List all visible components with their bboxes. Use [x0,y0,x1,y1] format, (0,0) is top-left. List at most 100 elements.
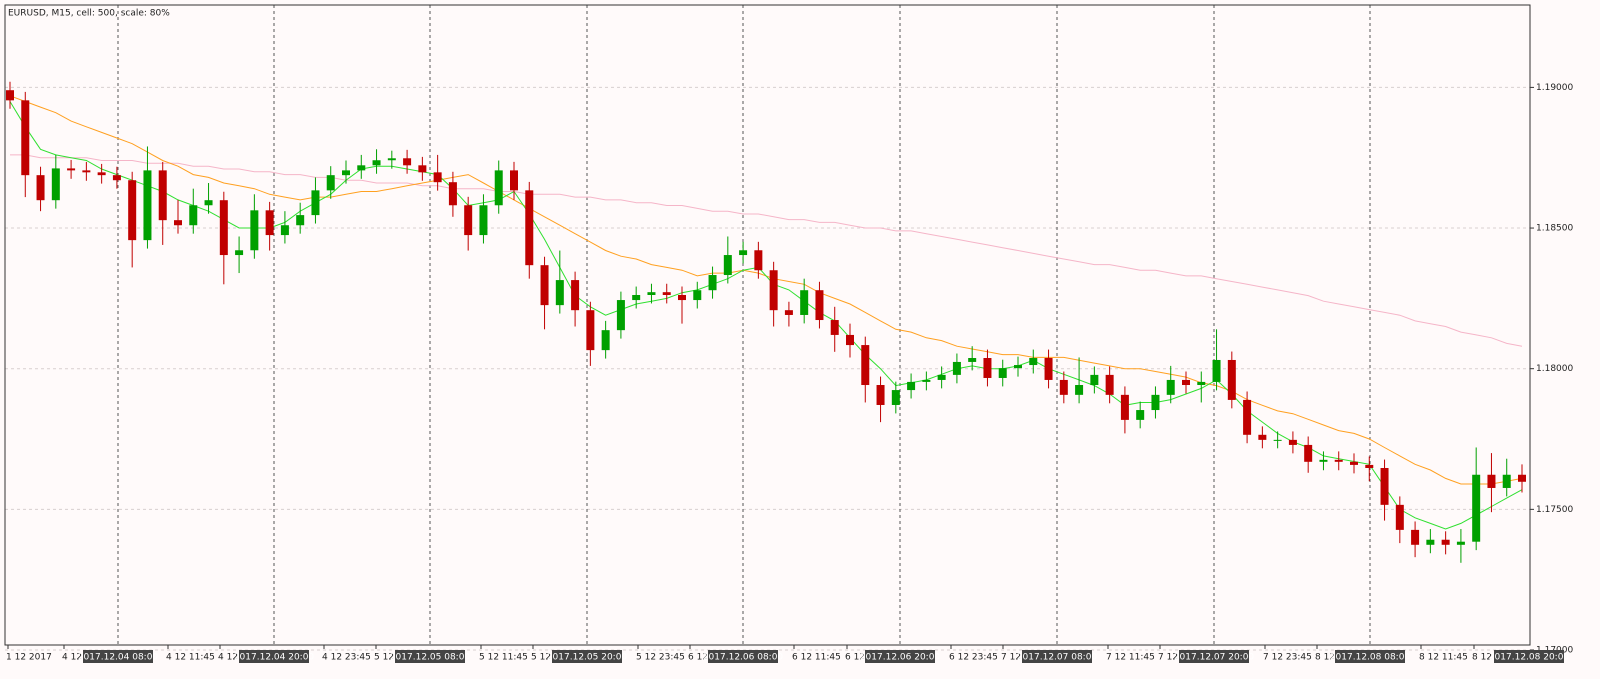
x-tick-label: 5 12 1 [531,653,560,663]
candle-body [968,358,977,362]
candle-body [21,100,30,176]
candle-body [540,265,549,306]
candle-body [1151,394,1160,411]
time-marker-label: 2017.12.04 08:00 [78,653,159,663]
candle-body [189,205,198,226]
candle-body [1227,359,1236,400]
candle-body [464,205,473,236]
candle-body [1166,379,1175,395]
candle-body [1487,474,1496,488]
candle-body [1273,439,1282,441]
candle-body [265,210,274,236]
candle-body [555,280,564,306]
candle-body [815,290,824,321]
candle-body [846,334,854,346]
candle-body [1426,539,1435,545]
candle-body [342,170,350,176]
x-tick-label: 4 12 11:45 [166,653,215,663]
candle-body [1197,381,1206,386]
candle-body [1456,541,1465,545]
candle-body [387,158,396,161]
candle-body [1288,439,1297,445]
candle-body [907,381,916,391]
candle-body [1212,359,1221,382]
time-marker-label: 2017.12.07 08:00 [1017,653,1098,663]
candle-body [1182,379,1190,386]
candle-body [601,330,610,351]
y-tick-label: 1.19000 [1536,83,1573,93]
x-tick-label: 6 12 0 [688,653,717,663]
time-marker-label: 2017.12.05 08:00 [390,653,471,663]
candle-body [861,345,870,386]
x-tick-label: 4 12 1 [218,653,247,663]
candle-body [433,172,442,183]
candle-body [6,90,14,101]
x-tick-label: 6 12 11:45 [792,653,841,663]
x-tick-label: 8 12 1 [1472,653,1501,663]
candle-body [632,294,641,301]
candle-body [112,175,121,181]
candle-body [1014,365,1022,369]
candle-body [1472,474,1481,542]
candle-body [525,190,534,266]
candle-body [51,168,60,201]
candle-body [647,292,656,295]
candle-body [922,379,931,382]
candle-body [998,368,1007,378]
x-tick-label: 5 12 23:45 [636,653,685,663]
candle-body [128,180,137,241]
candle-body [739,250,748,256]
candle-body [708,275,717,291]
candle-body [448,182,457,206]
x-tick-label: 4 12 0 [62,653,91,663]
x-tick-label: 1 12 2017 [6,653,52,663]
candle-body [97,172,106,176]
candle-body [678,294,686,301]
candle-body [494,170,503,206]
candle-body [1334,459,1343,462]
candle-body [830,320,839,335]
candle-body [204,200,213,206]
candle-body [571,280,580,311]
candle-body [1075,385,1084,395]
plot-area [6,81,1526,563]
candle-body [754,250,763,271]
chart-title: EURUSD, M15, cell: 500, scale: 80% [8,9,170,19]
candle-body [1105,374,1114,395]
candle-body [693,290,702,301]
candle-body [1319,459,1328,462]
candle-body [1411,529,1420,545]
candle-body [1502,474,1511,488]
candle-body [586,310,595,351]
x-tick-label: 5 12 11:45 [479,653,528,663]
time-marker-label: 2017.12.06 08:00 [703,653,784,663]
candle-body [403,158,412,166]
candle-body [418,165,427,173]
x-tick-label: 5 12 0 [374,653,403,663]
candle-body [296,215,305,226]
candle-body [784,310,793,315]
candle-body [1395,504,1404,530]
x-tick-label: 7 12 11:45 [1106,653,1155,663]
candle-body [1350,461,1358,465]
candle-body [250,210,259,251]
candle-body [479,205,488,236]
candle-body [616,300,625,331]
y-tick-label: 1.18000 [1536,364,1573,374]
candle-body [36,175,45,201]
moving-average [10,154,1523,347]
time-marker-bg [708,650,778,663]
candle-body [952,361,961,375]
candle-body [235,250,244,256]
candle-body [723,255,732,276]
candle-body [769,270,778,311]
plot-frame [4,4,1531,646]
time-marker-label: 2017.12.07 20:00 [1174,653,1255,663]
candle-body [174,220,182,226]
candle-body [983,358,992,378]
x-tick-label: 7 12 0 [1001,653,1030,663]
candle-body [67,168,76,171]
time-marker-label: 2017.12.05 20:00 [547,653,628,663]
